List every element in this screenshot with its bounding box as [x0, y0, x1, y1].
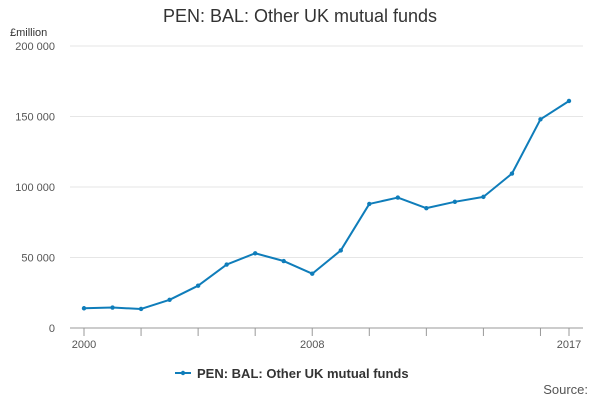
data-point	[367, 201, 372, 207]
data-point	[310, 271, 315, 276]
data-point	[252, 251, 258, 256]
data-point	[167, 297, 172, 302]
data-point	[224, 262, 229, 267]
data-point	[538, 117, 543, 122]
x-tick-label: 2000	[72, 339, 96, 351]
y-tick-label: 100 000	[15, 182, 55, 194]
series-line	[83, 100, 570, 310]
data-point	[566, 98, 572, 104]
x-tick-label: 2017	[557, 339, 581, 351]
data-point	[481, 194, 486, 200]
data-point	[395, 195, 401, 200]
data-point	[338, 248, 343, 253]
legend-label: PEN: BAL: Other UK mutual funds	[197, 366, 409, 381]
data-point	[424, 205, 429, 211]
y-axis-unit-label: £million	[10, 27, 48, 39]
y-tick-label: 0	[49, 323, 55, 335]
data-point	[452, 199, 458, 205]
legend-marker	[180, 370, 186, 376]
x-tick-label: 2008	[300, 339, 324, 351]
y-tick-label: 200 000	[15, 41, 55, 53]
data-point	[195, 283, 201, 288]
y-tick-label: 50 000	[21, 253, 55, 265]
data-point	[138, 306, 144, 312]
data-point	[509, 171, 515, 176]
data-point	[281, 258, 286, 264]
y-tick-label: 150 000	[15, 112, 55, 124]
chart-title: PEN: BAL: Other UK mutual funds	[162, 6, 438, 26]
source-label: Source:	[543, 382, 588, 397]
data-point	[81, 306, 87, 311]
data-point	[110, 305, 115, 310]
